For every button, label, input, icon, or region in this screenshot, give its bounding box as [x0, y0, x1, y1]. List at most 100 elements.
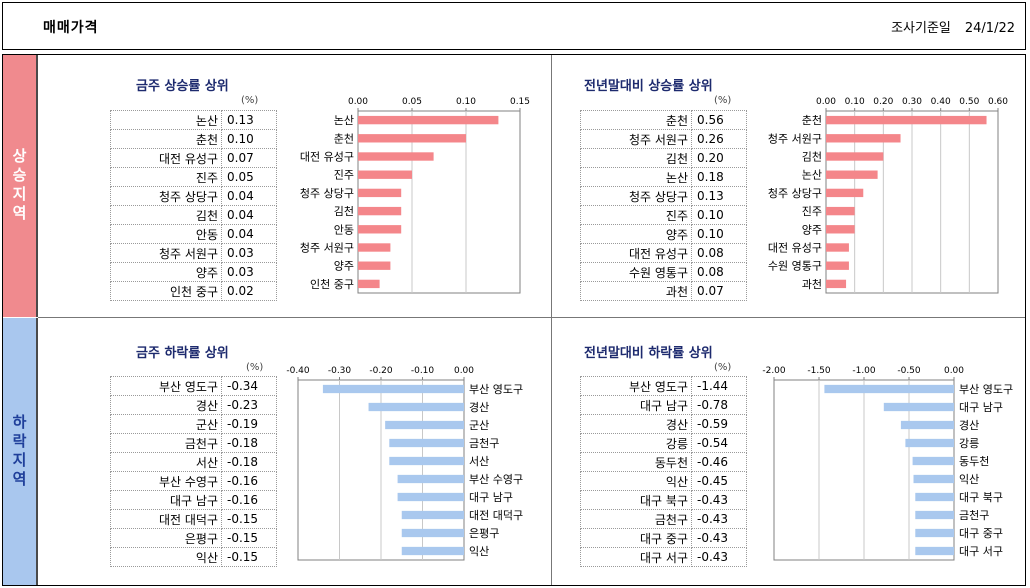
category-label: 청주 서원구	[768, 132, 822, 145]
main-frame: 상승지역 하락지역 금주 상승률 상위 (%) 논산 0.13 춘천 0.10 대전 유…	[2, 54, 1026, 586]
bar	[358, 206, 402, 216]
category-label: 부산 영도구	[959, 383, 1013, 396]
region-value: -0.43	[691, 547, 747, 567]
table-row: 군산 -0.19	[110, 414, 277, 434]
tick-label: 0.50	[959, 97, 979, 107]
panel-ytd-rise: 전년말대비 상승률 상위 (%) 춘천 0.56 청주 서원구 0.26 김천 0.20 논…	[552, 55, 1025, 317]
region-name: 대구 북구	[580, 490, 692, 510]
band-rising: 상승지역	[3, 55, 38, 317]
value-table: 부산 영도구 -0.34 경산 -0.23 군산 -0.19 금천구 -0.18 서산 -0.18…	[110, 376, 277, 567]
table-row: 금천구 -0.43	[580, 509, 747, 529]
bar	[826, 188, 864, 198]
category-label: 논산	[802, 169, 822, 182]
bar	[401, 528, 464, 538]
tick-label: 0.00	[454, 366, 474, 376]
table-row: 익산 -0.45	[580, 471, 747, 491]
category-label: 서산	[469, 455, 489, 468]
unit-label: (%)	[714, 95, 732, 106]
tick-label: -1.00	[852, 366, 876, 376]
bar	[883, 402, 954, 412]
tick-label: 0.60	[988, 97, 1008, 107]
tick-label: 0.20	[873, 97, 893, 107]
region-value: 0.07	[691, 281, 747, 301]
category-label: 동두천	[959, 454, 989, 468]
region-name: 춘천	[580, 110, 692, 130]
value-table: 논산 0.13 춘천 0.10 대전 유성구 0.07 진주 0.05 청주 상당구 0.04 김천…	[110, 110, 277, 301]
bar	[915, 510, 954, 520]
table-row: 서산 -0.18	[110, 452, 277, 472]
bar	[826, 243, 849, 252]
panel-weekly-fall: 금주 하락률 상위 (%) 부산 영도구 -0.34 경산 -0.23 군산 -0.19 금…	[38, 318, 551, 585]
bar	[358, 261, 391, 270]
bar	[826, 115, 987, 125]
survey-date-value: 24/1/22	[964, 21, 1015, 36]
table-row: 논산 0.13	[110, 110, 277, 130]
table-row: 대구 중구 -0.43	[580, 528, 747, 548]
bar	[389, 438, 464, 448]
category-label: 경산	[469, 401, 489, 414]
category-label: 대전 유성구	[300, 151, 354, 164]
tick-label: -2.00	[762, 366, 786, 376]
table-row: 동두천 -0.46	[580, 452, 747, 472]
table-row: 대전 유성구 0.07	[110, 148, 277, 168]
category-label: 은평구	[469, 527, 499, 540]
category-label: 대구 남구	[959, 401, 1003, 414]
tick-label: 0.05	[402, 97, 422, 107]
tick-label: -0.20	[369, 366, 393, 376]
region-value: 0.56	[691, 110, 747, 130]
panel-title: 금주 하락률 상위	[136, 346, 229, 361]
table-row: 금천구 -0.18	[110, 433, 277, 453]
vertical-divider	[551, 55, 552, 585]
table-row: 대구 서구 -0.43	[580, 547, 747, 567]
survey-date: 조사기준일 24/1/22	[877, 17, 1015, 36]
region-name: 과천	[580, 281, 692, 301]
category-label: 대전 유성구	[768, 242, 822, 255]
category-label: 과천	[802, 277, 822, 291]
region-value: 0.02	[221, 281, 277, 301]
table-row: 과천 0.07	[580, 281, 747, 301]
tick-label: -1.50	[807, 366, 831, 376]
value-table: 부산 영도구 -1.44 대구 남구 -0.78 경산 -0.59 강릉 -0.54 동두천 -0…	[580, 376, 747, 567]
bar-chart: -0.40 -0.30 -0.20 -0.10 0.00 부산 영도구경산군산금천구서산부…	[286, 366, 523, 561]
category-label: 청주 상당구	[768, 187, 822, 200]
region-value: 0.05	[221, 167, 277, 187]
bar	[826, 206, 855, 216]
table-row: 부산 영도구 -1.44	[580, 376, 747, 396]
category-label: 대구 남구	[469, 491, 513, 504]
table-row: 부산 영도구 -0.34	[110, 376, 277, 396]
bar	[358, 134, 466, 143]
category-label: 안동	[334, 223, 354, 236]
panel-title: 전년말대비 상승률 상위	[584, 79, 713, 94]
bar	[826, 170, 878, 179]
page-title: 매매가격	[43, 20, 99, 36]
band-falling-label: 하락지역	[10, 413, 28, 490]
region-value: -0.45	[691, 471, 747, 491]
table-row: 대구 북구 -0.43	[580, 490, 747, 510]
table-row: 진주 0.05	[110, 167, 277, 187]
region-value: -1.44	[691, 376, 747, 396]
table-row: 청주 상당구 0.13	[580, 186, 747, 206]
bar	[389, 456, 464, 466]
tick-label: -0.50	[897, 366, 921, 376]
category-label: 부산 수영구	[469, 473, 523, 486]
tick-label: 0.15	[510, 97, 530, 107]
survey-date-label: 조사기준일	[891, 21, 951, 36]
tick-label: 0.30	[902, 97, 922, 107]
table-row: 진주 0.10	[580, 205, 747, 225]
region-name: 김천	[110, 205, 222, 225]
header-bar: 매매가격 조사기준일 24/1/22	[2, 2, 1026, 50]
bar	[900, 420, 954, 430]
band-rising-label: 상승지역	[10, 148, 28, 224]
bar	[915, 528, 954, 538]
bar	[397, 474, 464, 484]
category-label: 부산 영도구	[469, 383, 523, 396]
region-value: -0.19	[221, 414, 277, 434]
category-label: 김천	[334, 204, 354, 218]
unit-label: (%)	[241, 95, 259, 106]
tick-label: 0.10	[456, 97, 476, 107]
unit-label: (%)	[246, 362, 264, 373]
category-label: 익산	[469, 545, 489, 558]
tick-label: -0.40	[286, 366, 310, 376]
region-value: -0.23	[221, 395, 277, 415]
